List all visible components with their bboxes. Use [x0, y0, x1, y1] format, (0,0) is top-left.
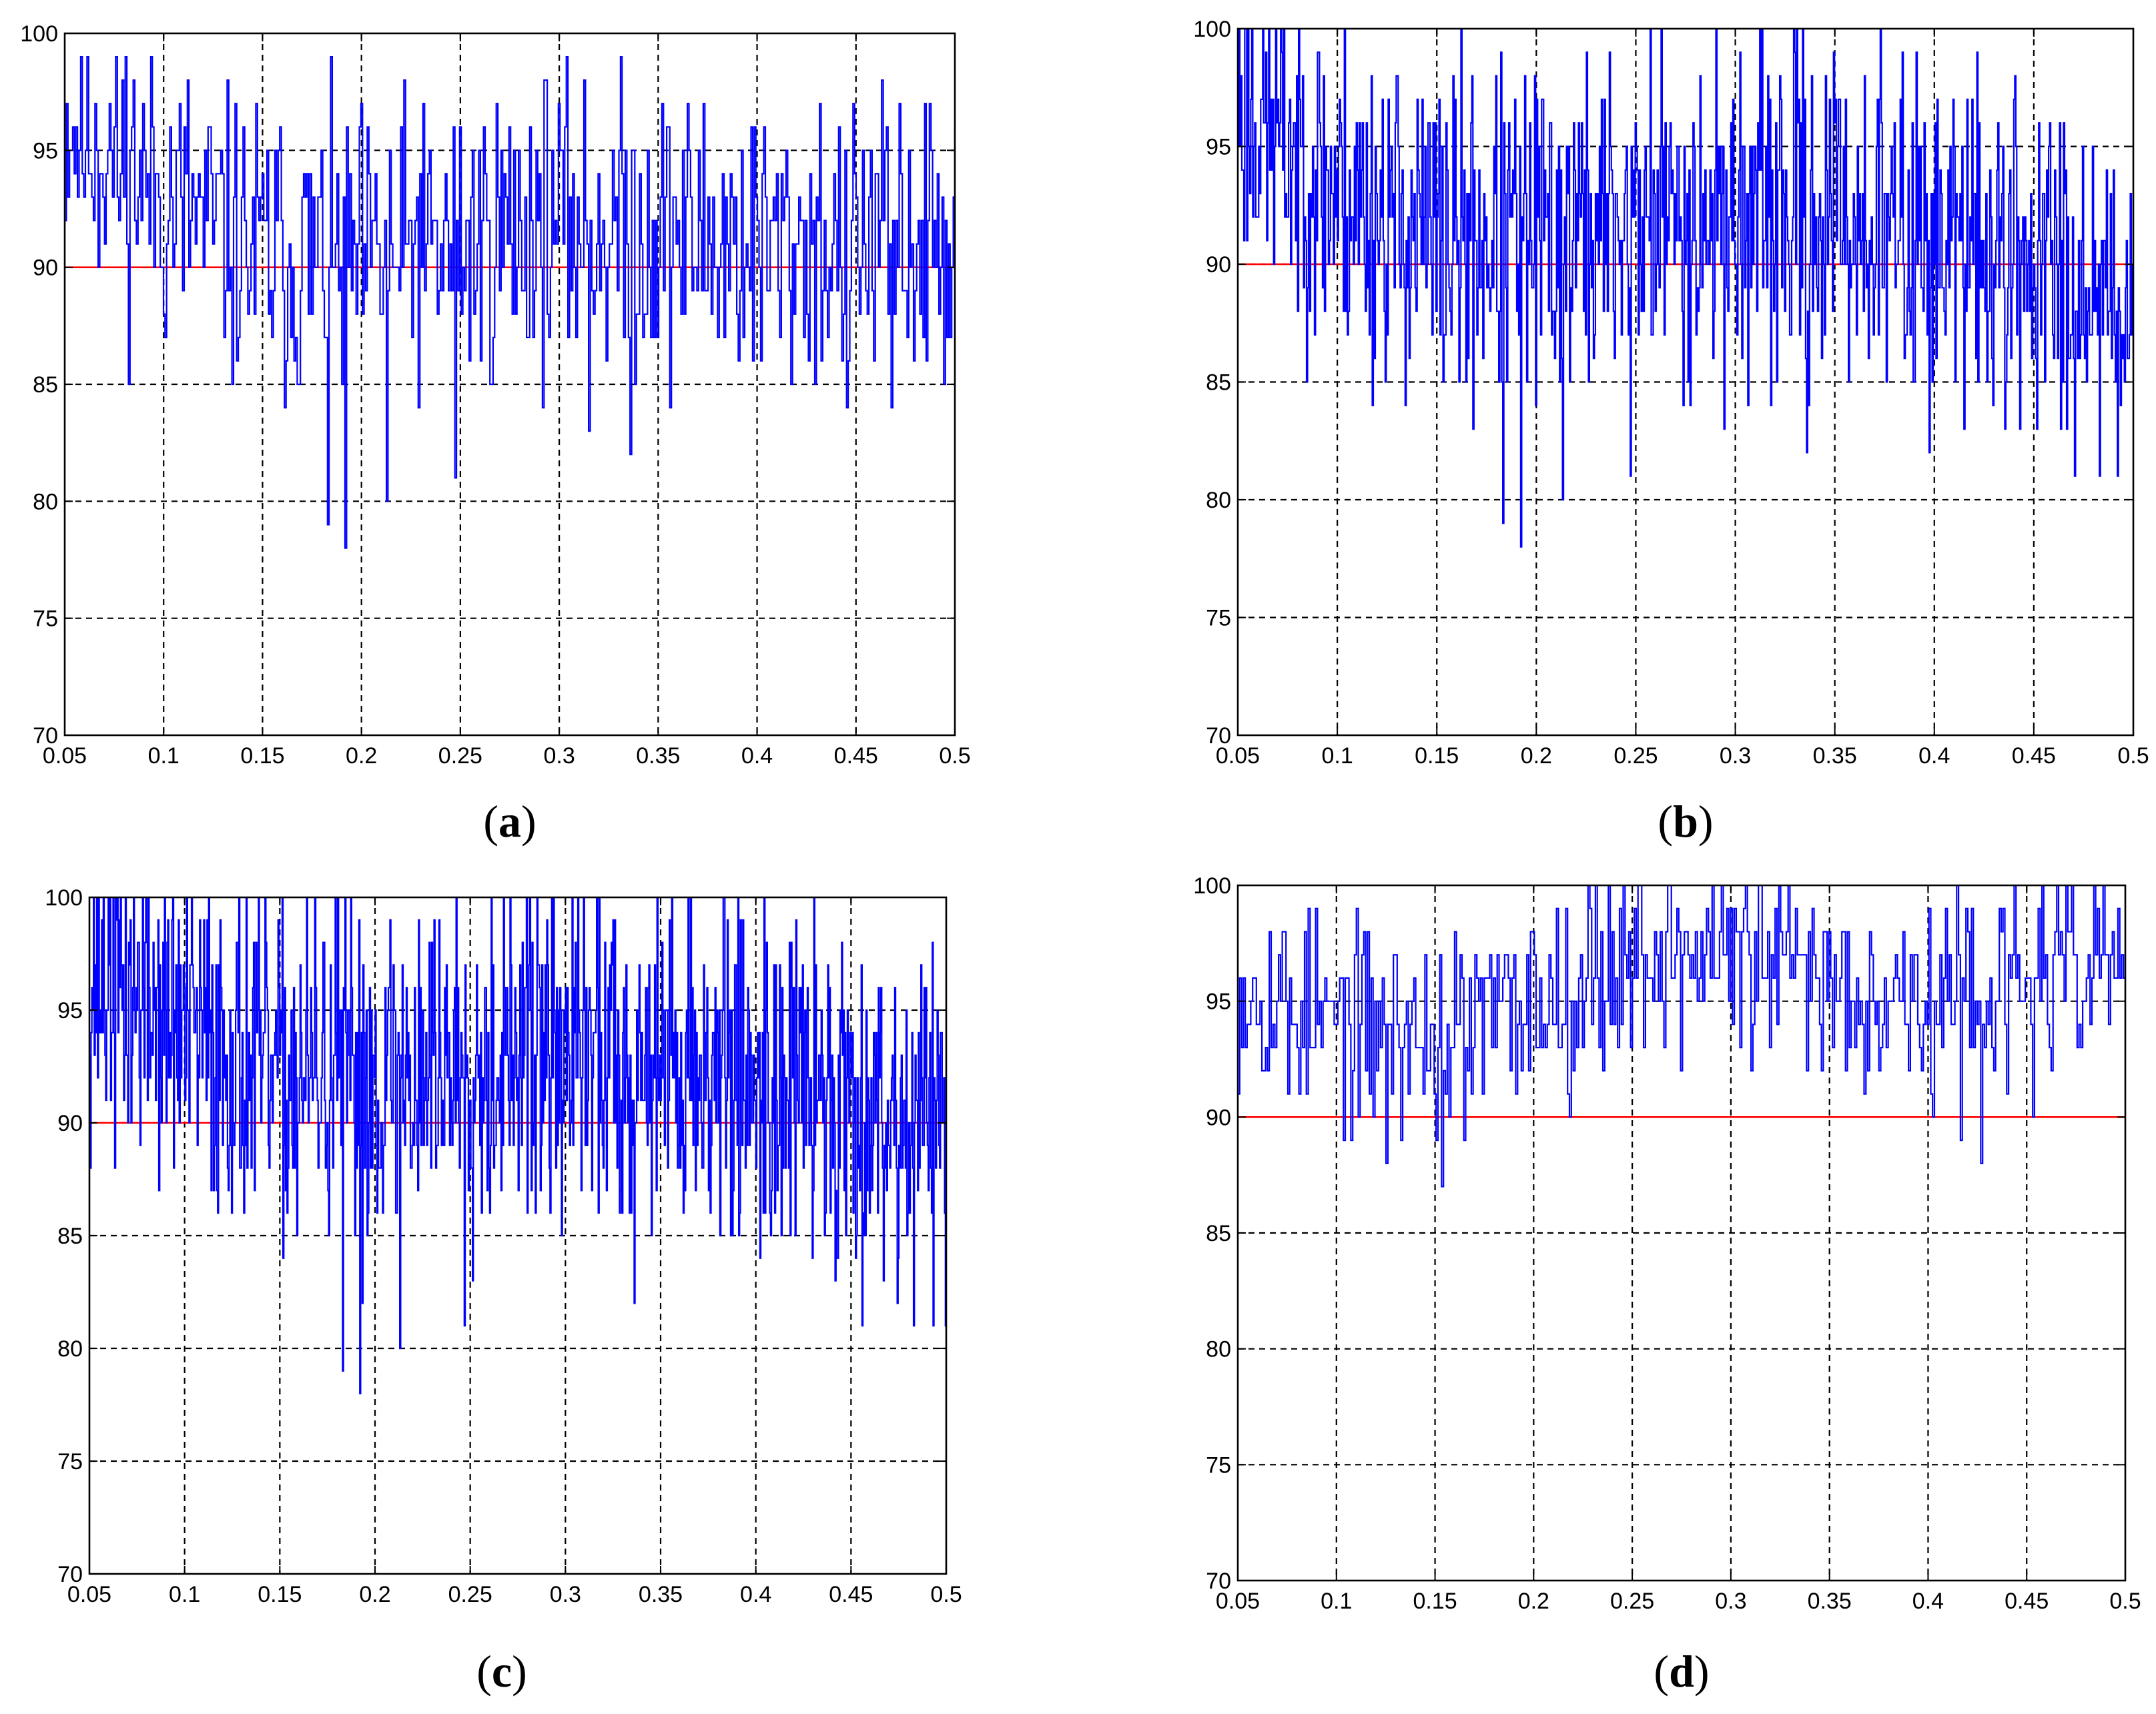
x-tick-label: 0.35 — [1813, 743, 1857, 769]
x-tick-label: 0.15 — [1415, 743, 1459, 769]
x-tick-label: 0.4 — [740, 1582, 771, 1607]
series-line-signal — [65, 56, 955, 549]
y-tick-label: 80 — [1206, 1337, 1231, 1362]
y-tick-label: 75 — [1206, 606, 1231, 631]
y-tick-label: 90 — [57, 1111, 83, 1136]
x-tick-label: 0.25 — [1610, 1589, 1654, 1614]
x-tick-label: 0.15 — [1413, 1589, 1457, 1614]
y-tick-label: 75 — [1206, 1452, 1231, 1478]
x-tick-label: 0.25 — [448, 1582, 492, 1607]
panel-caption-d: (d) — [1654, 1646, 1709, 1697]
y-tick-label: 100 — [45, 885, 83, 911]
x-tick-label: 0.5 — [939, 743, 970, 769]
y-tick-label: 70 — [1206, 723, 1231, 749]
y-tick-label: 75 — [57, 1449, 83, 1474]
x-tick-label: 0.35 — [639, 1582, 683, 1607]
x-tick-label: 0.5 — [2109, 1589, 2141, 1614]
x-tick-label: 0.05 — [1216, 743, 1260, 769]
x-tick-label: 0.3 — [1715, 1589, 1746, 1614]
y-tick-label: 95 — [33, 138, 58, 163]
y-tick-label: 95 — [1206, 135, 1231, 160]
panel-caption-b: (b) — [1658, 796, 1713, 847]
y-tick-label: 100 — [1193, 17, 1231, 42]
panel-caption-a: (a) — [483, 796, 536, 847]
x-tick-label: 0.1 — [1321, 743, 1353, 769]
x-tick-label: 0.4 — [1912, 1589, 1944, 1614]
y-tick-label: 85 — [1206, 1221, 1231, 1246]
x-tick-label: 0.45 — [2005, 1589, 2049, 1614]
series-line-signal — [89, 897, 946, 1394]
x-tick-label: 0.45 — [2012, 743, 2056, 769]
x-tick-label: 0.3 — [543, 743, 575, 769]
x-tick-label: 0.2 — [1518, 1589, 1549, 1614]
x-tick-label: 0.35 — [636, 743, 680, 769]
panel-a: (a) 0.05 0.1 0.15 0.2 0.25 0.3 0.35 0.4 0.45 0.5 1… — [20, 21, 970, 847]
y-tick-label: 80 — [57, 1336, 83, 1362]
x-tick-label: 0.45 — [834, 743, 878, 769]
y-tick-label: 85 — [1206, 370, 1231, 396]
y-tick-label: 80 — [33, 489, 58, 514]
panel-caption-c: (c) — [476, 1646, 527, 1697]
x-tick-label: 0.05 — [43, 743, 87, 769]
x-tick-label: 0.1 — [169, 1582, 200, 1607]
x-tick-label: 0.2 — [359, 1582, 390, 1607]
x-tick-label: 0.5 — [2117, 743, 2149, 769]
x-tick-label: 0.1 — [1321, 1589, 1352, 1614]
series-line-signal — [1238, 885, 2125, 1188]
x-tick-label: 0.25 — [438, 743, 482, 769]
x-tick-label: 0.4 — [741, 743, 773, 769]
x-tick-label: 0.45 — [829, 1582, 873, 1607]
x-tick-label: 0.15 — [240, 743, 284, 769]
x-tick-label: 0.5 — [930, 1582, 962, 1607]
y-tick-label: 70 — [33, 723, 58, 749]
x-tick-label: 0.3 — [1720, 743, 1751, 769]
y-tick-label: 95 — [1206, 989, 1231, 1015]
y-tick-label: 85 — [57, 1224, 83, 1249]
x-tick-label: 0.3 — [550, 1582, 581, 1607]
x-tick-label: 0.05 — [1216, 1589, 1260, 1614]
panel-b: (b) 0.05 0.1 0.15 0.2 0.25 0.3 0.35 0.4 0.45 0.5 1… — [1193, 17, 2149, 847]
y-tick-label: 75 — [33, 606, 58, 632]
y-tick-label: 80 — [1206, 488, 1231, 513]
y-tick-label: 70 — [1206, 1569, 1231, 1594]
x-tick-label: 0.1 — [148, 743, 179, 769]
x-tick-label: 0.05 — [67, 1582, 111, 1607]
y-tick-label: 90 — [1206, 252, 1231, 278]
panel-d: (d) 0.05 0.1 0.15 0.2 0.25 0.3 0.35 0.4 0.45 0.5 1… — [1193, 873, 2141, 1697]
y-tick-label: 90 — [33, 256, 58, 281]
y-tick-label: 90 — [1206, 1105, 1231, 1130]
x-tick-label: 0.4 — [1918, 743, 1950, 769]
x-tick-label: 0.2 — [1521, 743, 1552, 769]
x-tick-label: 0.15 — [258, 1582, 302, 1607]
y-tick-label: 70 — [57, 1562, 83, 1587]
y-tick-label: 100 — [20, 21, 58, 47]
y-tick-label: 85 — [33, 372, 58, 398]
x-tick-label: 0.25 — [1613, 743, 1658, 769]
x-tick-label: 0.35 — [1808, 1589, 1852, 1614]
panel-c: (c) 0.05 0.1 0.15 0.2 0.25 0.3 0.35 0.4 0.45 0.5 1… — [45, 885, 962, 1697]
series-line-signal — [1238, 29, 2133, 548]
y-tick-label: 95 — [57, 998, 83, 1023]
x-tick-label: 0.2 — [346, 743, 377, 769]
y-tick-label: 100 — [1193, 873, 1231, 899]
